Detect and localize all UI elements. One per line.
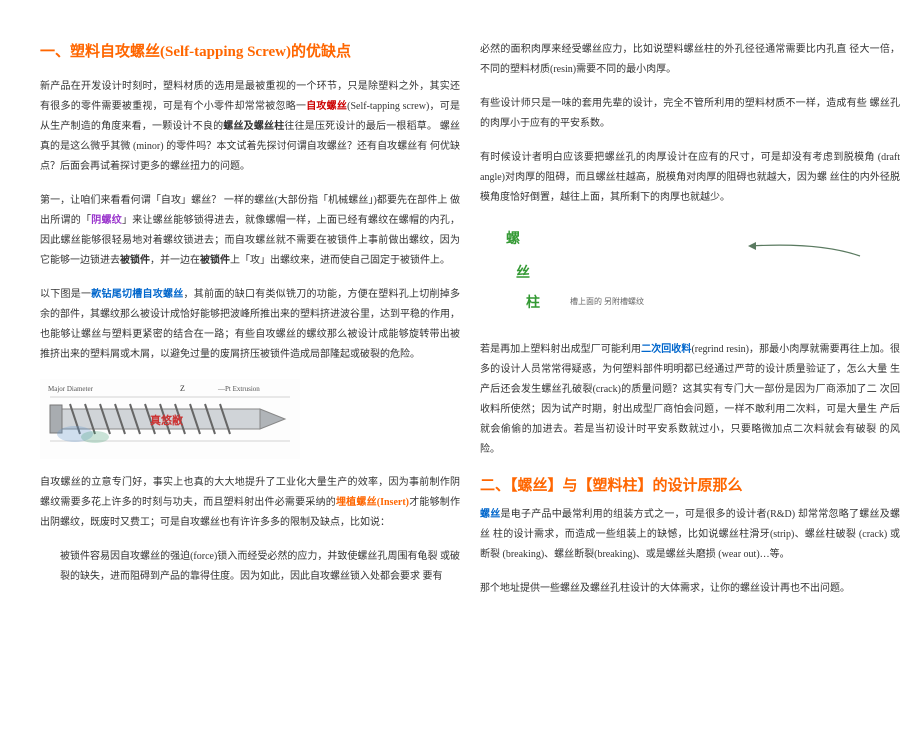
text: ，并一边在	[150, 255, 200, 266]
heading-1: 一、塑料自攻螺丝(Self-tapping Screw)的优缺点	[40, 40, 460, 61]
document-page: 一、塑料自攻螺丝(Self-tapping Screw)的优缺点 新产品在开发设…	[0, 0, 920, 633]
boss-diagram: 螺 丝 柱 槽上面的 另附槽螺纹	[500, 222, 880, 332]
screw-diagram: Major Diameter Z —Pt Extrusion 真悠敝	[40, 379, 300, 459]
label-center: 真悠敝	[150, 413, 183, 427]
label-pl: —Pt Extrusion	[217, 385, 260, 393]
term-insert: 埋植螺丝(Insert)	[336, 497, 409, 508]
term-screw-post: 螺丝及螺丝柱	[223, 121, 284, 132]
paragraph-3: 以下图是一款钻尾切槽自攻螺丝，其前面的缺口有类似铣刀的功能，方便在塑料孔上切削掉…	[40, 285, 460, 365]
term-female-thread: 阴螺纹	[91, 215, 122, 226]
paragraph-4: 自攻螺丝的立意专门好，事实上也真的大大地提升了工业化大量生产的效率，因为事前制作…	[40, 473, 460, 533]
label-z: Z	[180, 384, 185, 393]
paragraph-r6: 那个地址提供一些螺丝及螺丝孔柱设计的大体需求，让你的螺丝设计再也不出问题。	[480, 579, 900, 599]
bullet-1: 被锁件容易因自攻螺丝的强迫(force)锁入而经受必然的应力，并致使螺丝孔周围有…	[40, 547, 460, 587]
paragraph-r5: 螺丝是电子产品中最常利用的组装方式之一，可是很多的设计者(R&D) 却常常忽略了…	[480, 505, 900, 565]
term-self-tapping: 自攻螺丝	[306, 101, 347, 112]
text: 若是再加上塑料射出成型厂可能利用	[480, 344, 641, 355]
term-locked-part: 被锁件	[120, 255, 150, 266]
paragraph-r3: 有时候设计者明白应该要把螺丝孔的肉厚设计在应有的尺寸，可是却没有考虑到脱模角 (…	[480, 148, 900, 208]
left-column: 一、塑料自攻螺丝(Self-tapping Screw)的优缺点 新产品在开发设…	[40, 40, 460, 613]
term-drill-screw: 款钻尾切槽自攻螺丝	[91, 289, 183, 300]
heading-2: 二、【螺丝】与【塑料柱】的设计原那么	[480, 474, 900, 495]
paragraph-1: 新产品在开发设计时刻时，塑料材质的选用是最被重视的一个环节，只是除塑料之外，其实…	[40, 77, 460, 177]
text: 上「攻」出螺纹来，进而使自己固定于被锁件上。	[230, 255, 450, 266]
paragraph-r4: 若是再加上塑料射出成型厂可能利用二次回收料(regrind resin)，那最小…	[480, 340, 900, 460]
text: (regrind resin)，那最小肉厚就需要再往上加。很多的设计人员常常得疑…	[480, 344, 900, 455]
label-major: Major Diameter	[48, 385, 94, 393]
text: 是电子产品中最常利用的组装方式之一，可是很多的设计者(R&D) 却常常忽略了螺丝…	[480, 509, 900, 560]
paragraph-r2: 有些设计师只是一味的套用先辈的设计，完全不管所利用的塑料材质不一样，造成有些 螺…	[480, 94, 900, 134]
text: 以下图是一	[40, 289, 91, 300]
arrow-svg	[500, 222, 880, 332]
term-locked-part: 被锁件	[200, 255, 230, 266]
paragraph-r1: 必然的面积肉厚来经受螺丝应力，比如说塑料螺丝柱的外孔径径通常需要比内孔直 径大一…	[480, 40, 900, 80]
paragraph-2: 第一，让咱们来看看何谓「自攻」螺丝？ 一样的螺丝(大部份指「机械螺丝」)都要先在…	[40, 191, 460, 271]
screw-svg: Major Diameter Z —Pt Extrusion 真悠敝	[40, 379, 300, 459]
term-regrind: 二次回收料	[641, 344, 691, 355]
right-column: 必然的面积肉厚来经受螺丝应力，比如说塑料螺丝柱的外孔径径通常需要比内孔直 径大一…	[480, 40, 900, 613]
term-screw: 螺丝	[480, 509, 500, 520]
